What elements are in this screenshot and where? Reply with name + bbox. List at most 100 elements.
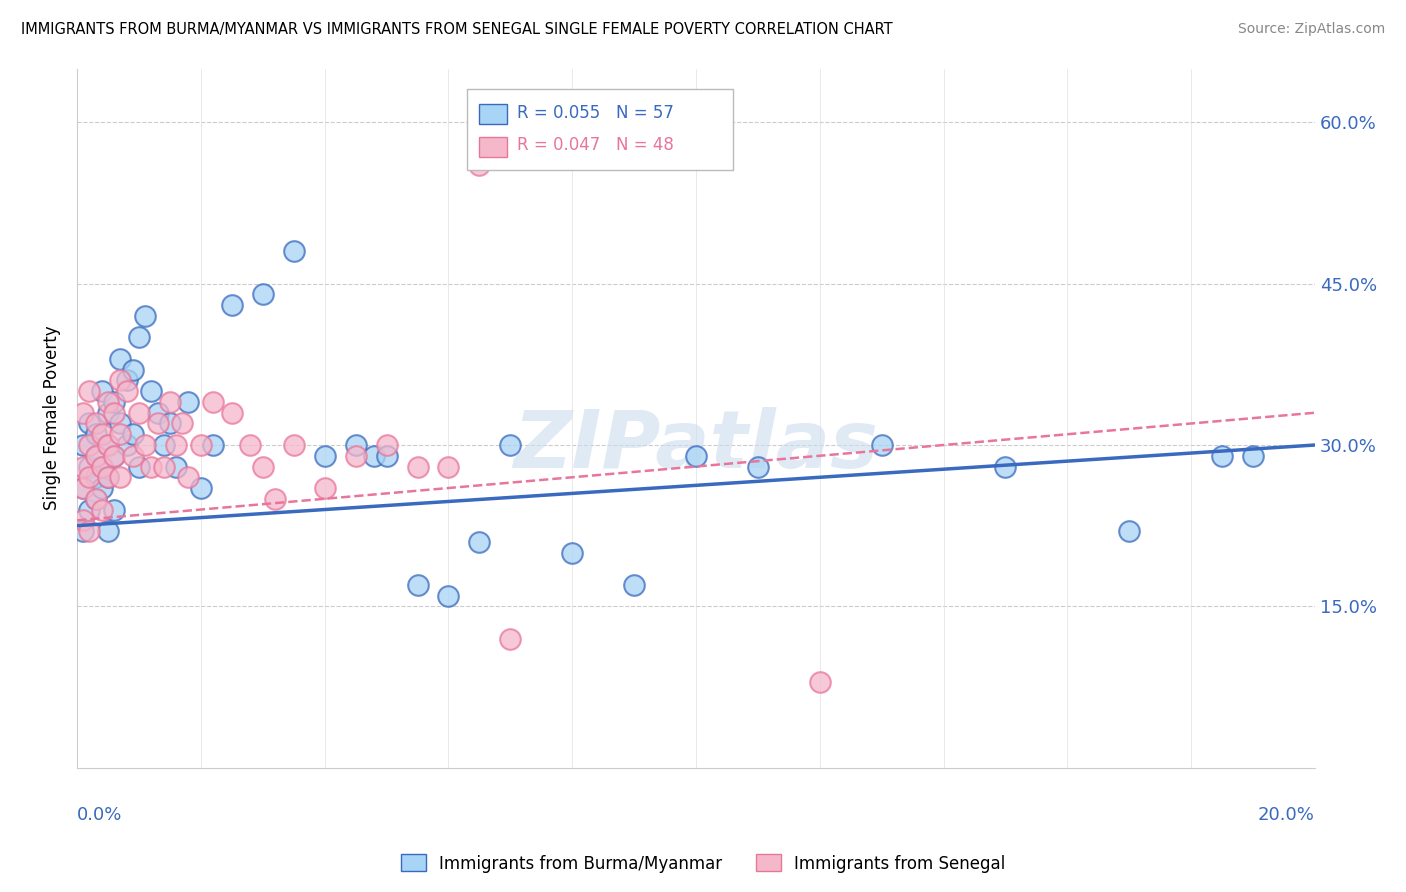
Point bbox=[97, 438, 120, 452]
Point bbox=[72, 481, 94, 495]
Point bbox=[79, 417, 101, 431]
Point bbox=[499, 438, 522, 452]
Point bbox=[283, 438, 305, 452]
Point bbox=[468, 158, 491, 172]
Point bbox=[134, 309, 156, 323]
Point bbox=[202, 438, 225, 452]
Point bbox=[103, 406, 125, 420]
Text: IMMIGRANTS FROM BURMA/MYANMAR VS IMMIGRANTS FROM SENEGAL SINGLE FEMALE POVERTY C: IMMIGRANTS FROM BURMA/MYANMAR VS IMMIGRA… bbox=[21, 22, 893, 37]
Point bbox=[406, 578, 429, 592]
Point bbox=[375, 438, 398, 452]
Point bbox=[115, 438, 138, 452]
Point bbox=[97, 438, 120, 452]
Point bbox=[747, 459, 769, 474]
Point bbox=[72, 524, 94, 538]
Point bbox=[115, 374, 138, 388]
Point bbox=[870, 438, 893, 452]
Point bbox=[115, 384, 138, 399]
FancyBboxPatch shape bbox=[479, 137, 506, 157]
Point bbox=[1118, 524, 1140, 538]
Point bbox=[159, 417, 181, 431]
Point bbox=[103, 449, 125, 463]
Point bbox=[110, 417, 132, 431]
Point bbox=[252, 287, 274, 301]
Point bbox=[808, 674, 831, 689]
Point bbox=[84, 417, 107, 431]
Point bbox=[79, 502, 101, 516]
Point bbox=[79, 524, 101, 538]
Point bbox=[146, 417, 169, 431]
Point bbox=[172, 417, 194, 431]
Point bbox=[84, 449, 107, 463]
Point bbox=[190, 438, 212, 452]
Point bbox=[141, 384, 163, 399]
Point bbox=[159, 395, 181, 409]
Point bbox=[406, 459, 429, 474]
Point bbox=[97, 524, 120, 538]
Point bbox=[90, 459, 112, 474]
Point bbox=[375, 449, 398, 463]
Point bbox=[344, 449, 367, 463]
Point bbox=[128, 330, 150, 344]
Point bbox=[90, 502, 112, 516]
Point bbox=[110, 374, 132, 388]
Point bbox=[283, 244, 305, 259]
Point bbox=[72, 481, 94, 495]
Point bbox=[97, 470, 120, 484]
Point bbox=[84, 427, 107, 442]
Point bbox=[165, 459, 187, 474]
Point bbox=[314, 481, 336, 495]
Point bbox=[468, 534, 491, 549]
Point bbox=[79, 459, 101, 474]
Point bbox=[84, 449, 107, 463]
Text: ZIPatlas: ZIPatlas bbox=[513, 407, 879, 485]
Point bbox=[437, 589, 460, 603]
Point bbox=[72, 406, 94, 420]
Point bbox=[221, 406, 243, 420]
Point bbox=[110, 351, 132, 366]
Point bbox=[239, 438, 262, 452]
Point bbox=[314, 449, 336, 463]
Point bbox=[344, 438, 367, 452]
Point bbox=[252, 459, 274, 474]
Point bbox=[79, 470, 101, 484]
FancyBboxPatch shape bbox=[467, 89, 733, 169]
Point bbox=[121, 427, 143, 442]
Point bbox=[72, 459, 94, 474]
Text: 20.0%: 20.0% bbox=[1258, 806, 1315, 824]
Point bbox=[103, 449, 125, 463]
Y-axis label: Single Female Poverty: Single Female Poverty bbox=[44, 326, 60, 510]
Point bbox=[685, 449, 707, 463]
Point bbox=[72, 438, 94, 452]
Point bbox=[165, 438, 187, 452]
Point bbox=[1241, 449, 1264, 463]
Point bbox=[363, 449, 385, 463]
Point bbox=[84, 491, 107, 506]
Legend: Immigrants from Burma/Myanmar, Immigrants from Senegal: Immigrants from Burma/Myanmar, Immigrant… bbox=[394, 847, 1012, 880]
Point bbox=[79, 438, 101, 452]
Point bbox=[128, 459, 150, 474]
Text: R = 0.055   N = 57: R = 0.055 N = 57 bbox=[516, 103, 673, 121]
Point bbox=[141, 459, 163, 474]
Point bbox=[561, 545, 583, 559]
Point bbox=[79, 384, 101, 399]
Point bbox=[264, 491, 287, 506]
Point bbox=[84, 491, 107, 506]
Point bbox=[202, 395, 225, 409]
Point bbox=[1211, 449, 1233, 463]
Point bbox=[177, 470, 200, 484]
Point bbox=[110, 470, 132, 484]
Text: 0.0%: 0.0% bbox=[77, 806, 122, 824]
FancyBboxPatch shape bbox=[479, 104, 506, 125]
Point bbox=[97, 406, 120, 420]
Point bbox=[994, 459, 1017, 474]
Point bbox=[499, 632, 522, 646]
Point bbox=[623, 578, 645, 592]
Point bbox=[221, 298, 243, 312]
Point bbox=[72, 513, 94, 527]
Point bbox=[103, 502, 125, 516]
Point bbox=[134, 438, 156, 452]
Point bbox=[97, 395, 120, 409]
Point bbox=[128, 406, 150, 420]
Point bbox=[110, 427, 132, 442]
